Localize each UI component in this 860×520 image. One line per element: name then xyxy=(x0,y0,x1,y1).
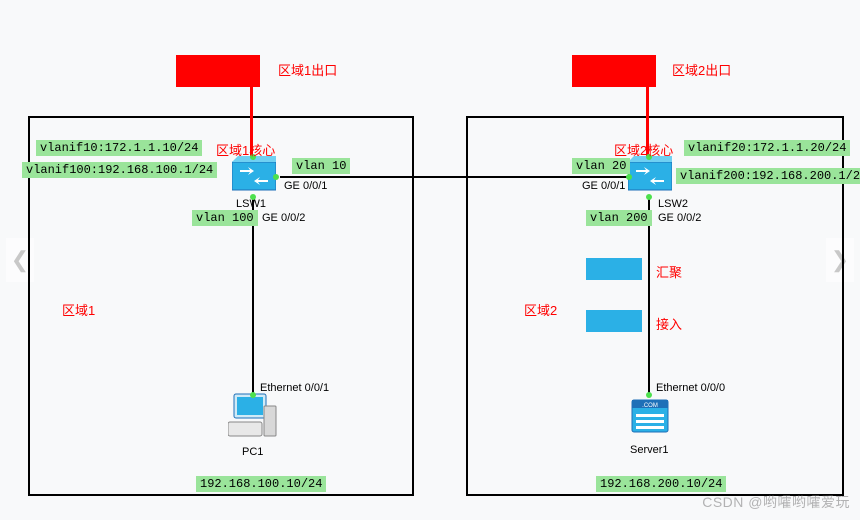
eth001-label: Ethernet 0/0/1 xyxy=(260,382,329,394)
vlan200-label: vlan 200 xyxy=(586,210,652,226)
zone1-label: 区域1 xyxy=(62,300,95,319)
vlanif20-label: vlanif20:172.1.1.20/24 xyxy=(684,140,850,156)
zone1-exit-label: 区域1出口 xyxy=(278,60,337,79)
vlan20-label: vlan 20 xyxy=(572,158,630,174)
aggregation-label: 汇聚 xyxy=(656,262,682,281)
ge002-left-label: GE 0/0/2 xyxy=(262,212,305,224)
lsw1-icon xyxy=(232,156,276,196)
zone2-exit-label: 区域2出口 xyxy=(672,60,731,79)
server1-label: Server1 xyxy=(630,444,669,456)
lsw2-icon xyxy=(628,156,672,196)
diagram-canvas: ❮ ❯ xyxy=(0,0,860,520)
pc1-icon xyxy=(228,392,278,442)
pc1-label: PC1 xyxy=(242,446,263,458)
aggregation-box xyxy=(586,258,642,280)
lsw1-pc1-link xyxy=(252,196,254,396)
svg-text:.COM: .COM xyxy=(642,403,658,409)
dot xyxy=(273,174,279,180)
lsw2-label: LSW2 xyxy=(658,198,688,210)
ge002-right-label: GE 0/0/2 xyxy=(658,212,701,224)
vlanif200-label: vlanif200:192.168.200.1/24 xyxy=(676,168,860,184)
lsw2-server-link xyxy=(648,196,650,396)
dot xyxy=(646,392,652,398)
vlanif100-label: vlanif100:192.168.100.1/24 xyxy=(22,162,217,178)
ge001-right-label: GE 0/0/1 xyxy=(582,180,625,192)
vlanif10-label: vlanif10:172.1.1.10/24 xyxy=(36,140,202,156)
lsw1-label: LSW1 xyxy=(236,198,266,210)
access-box xyxy=(586,310,642,332)
eth000-label: Ethernet 0/0/0 xyxy=(656,382,725,394)
vlan10-label: vlan 10 xyxy=(292,158,350,174)
trunk-link xyxy=(280,176,660,178)
zone1-exit-box xyxy=(176,55,260,87)
server1-ip-label: 192.168.200.10/24 xyxy=(596,476,726,492)
access-label: 接入 xyxy=(656,314,682,333)
watermark: CSDN @哟嚯哟嚯爱玩 xyxy=(702,492,850,512)
dot xyxy=(626,174,632,180)
zone1-core-label: 区域1核心 xyxy=(216,140,275,159)
zone2-label: 区域2 xyxy=(524,300,557,319)
zone2-exit-box xyxy=(572,55,656,87)
server1-icon: .COM xyxy=(628,394,672,438)
zone2-core-label: 区域2核心 xyxy=(614,140,673,159)
dot xyxy=(250,392,256,398)
pc1-ip-label: 192.168.100.10/24 xyxy=(196,476,326,492)
dot xyxy=(646,194,652,200)
ge001-left-label: GE 0/0/1 xyxy=(284,180,327,192)
vlan100-label: vlan 100 xyxy=(192,210,258,226)
